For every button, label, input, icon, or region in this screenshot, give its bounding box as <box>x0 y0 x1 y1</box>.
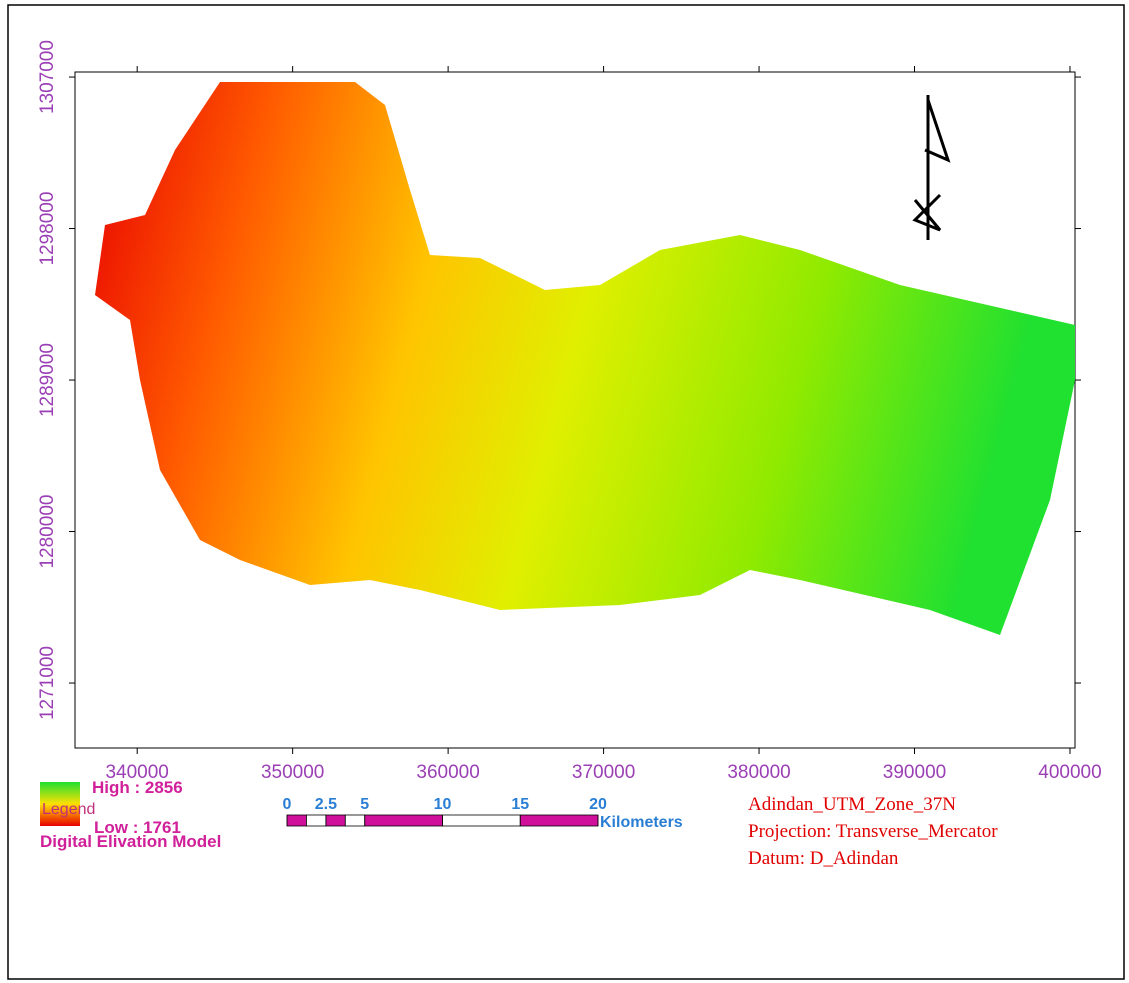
scale-segment <box>443 815 521 826</box>
projection-line: Adindan_UTM_Zone_37N <box>748 794 956 815</box>
x-tick-label: 360000 <box>416 762 479 783</box>
x-tick-label: 390000 <box>883 762 946 783</box>
x-tick-label: 400000 <box>1038 762 1101 783</box>
north-arrow <box>915 95 948 240</box>
scale-unit: Kilometers <box>600 814 683 831</box>
scale-segment <box>326 815 345 826</box>
y-tick-label: 1298000 <box>37 192 58 266</box>
legend-low: Low : 1761 <box>94 818 181 837</box>
scale-label: 15 <box>511 796 529 813</box>
scale-segment <box>520 815 598 826</box>
x-tick-label: 380000 <box>727 762 790 783</box>
scale-segment <box>365 815 443 826</box>
projection-line: Projection: Transverse_Mercator <box>748 821 998 842</box>
scale-label: 2.5 <box>315 796 337 813</box>
projection-info: Adindan_UTM_Zone_37N Projection: Transver… <box>748 794 998 869</box>
legend-heading: Legend <box>42 801 95 818</box>
scale-segment <box>345 815 364 826</box>
y-tick-label: 1307000 <box>37 40 58 114</box>
y-tick-label: 1280000 <box>37 495 58 569</box>
scale-segment <box>306 815 325 826</box>
map-page: 3400003500003600003700003800003900004000… <box>0 0 1129 983</box>
scale-segment <box>287 815 306 826</box>
scale-label: 5 <box>360 796 369 813</box>
scale-label: 20 <box>589 796 607 813</box>
projection-line: Datum: D_Adindan <box>748 848 899 869</box>
scale-label: 0 <box>283 796 292 813</box>
x-tick-label: 350000 <box>261 762 324 783</box>
y-tick-label: 1289000 <box>37 343 58 417</box>
legend-high: High : 2856 <box>92 778 183 797</box>
x-tick-label: 370000 <box>572 762 635 783</box>
y-tick-label: 1271000 <box>37 646 58 720</box>
scale-label: 10 <box>434 796 452 813</box>
